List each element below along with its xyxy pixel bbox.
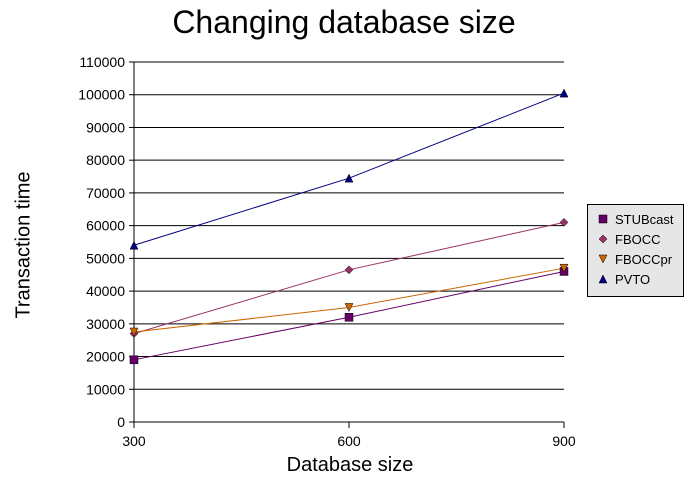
legend-marker-pvto bbox=[596, 272, 610, 286]
chart-title: Changing database size bbox=[172, 4, 516, 40]
legend-label: FBOCCpr bbox=[615, 251, 673, 267]
y-tick-label: 100000 bbox=[78, 87, 125, 103]
legend-marker-fbocc bbox=[596, 232, 610, 246]
gridlines bbox=[134, 61, 564, 390]
legend-item-fbocc: FBOCC bbox=[596, 229, 683, 249]
y-tick-label: 50000 bbox=[86, 250, 125, 266]
marker-fboccpr bbox=[344, 303, 354, 313]
legend-symbol-stubcast bbox=[598, 214, 608, 224]
marker-fboccpr bbox=[129, 327, 139, 337]
marker-fboccpr bbox=[559, 263, 569, 273]
x-axis-title: Database size bbox=[286, 454, 414, 476]
y-tick-label: 20000 bbox=[86, 349, 125, 365]
legend: STUBcast FBOCC FBOCCpr PVTO bbox=[587, 204, 684, 297]
marker-pvto bbox=[559, 88, 569, 98]
x-tick-label: 900 bbox=[552, 433, 576, 449]
y-tick-label: 0 bbox=[117, 414, 125, 430]
marker-pvto bbox=[129, 240, 139, 250]
legend-marker-fboccpr bbox=[596, 252, 610, 266]
marker-stubcast bbox=[344, 313, 354, 322]
y-tick-label: 60000 bbox=[86, 218, 125, 234]
marker-pvto bbox=[344, 173, 354, 183]
series-line-fboccpr bbox=[133, 267, 565, 333]
series-markers bbox=[129, 88, 569, 365]
legend-label: STUBcast bbox=[615, 211, 674, 227]
legend-item-fboccpr: FBOCCpr bbox=[596, 249, 683, 269]
legend-label: PVTO bbox=[615, 271, 651, 287]
series-line-pvto bbox=[133, 92, 565, 246]
legend-symbol-fboccpr bbox=[598, 254, 608, 264]
y-tick-label: 80000 bbox=[86, 152, 125, 168]
legend-label: FBOCC bbox=[615, 231, 661, 247]
y-tick-label: 10000 bbox=[86, 381, 125, 397]
y-tick-label: 110000 bbox=[79, 54, 125, 70]
legend-item-pvto: PVTO bbox=[596, 269, 683, 289]
marker-fbocc bbox=[559, 218, 569, 227]
marker-stubcast bbox=[129, 355, 139, 365]
y-tick-label: 40000 bbox=[86, 283, 125, 299]
x-tick-label: 600 bbox=[337, 433, 361, 449]
legend-marker-stubcast bbox=[596, 212, 610, 226]
legend-symbol-pvto bbox=[598, 274, 608, 284]
marker-fbocc bbox=[344, 265, 354, 275]
x-tick-label: 300 bbox=[122, 433, 146, 449]
y-tick-label: 90000 bbox=[86, 119, 125, 135]
y-tick-label: 70000 bbox=[86, 185, 125, 201]
legend-symbol-fbocc bbox=[598, 234, 608, 244]
y-tick-label: 30000 bbox=[86, 316, 125, 332]
legend-item-stubcast: STUBcast bbox=[596, 209, 683, 229]
